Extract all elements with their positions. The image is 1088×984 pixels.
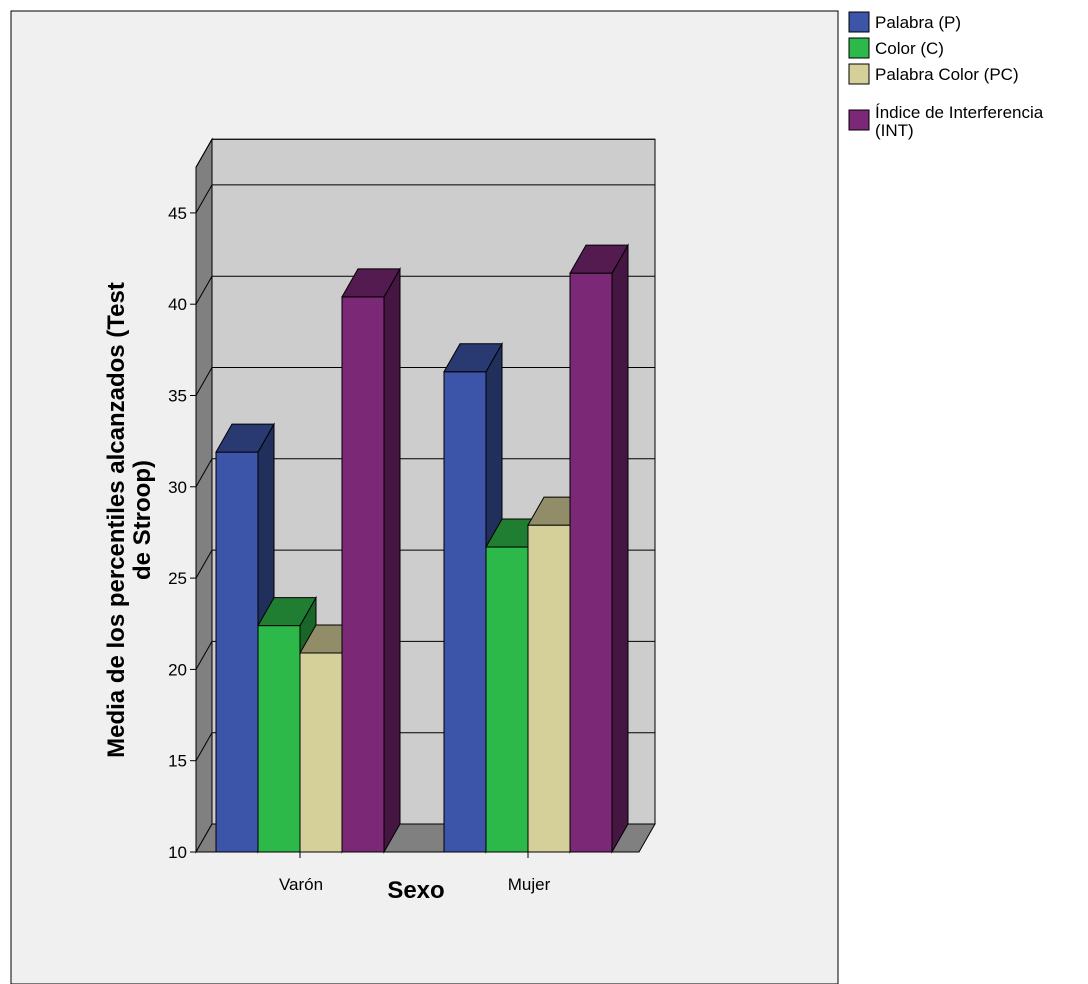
bar xyxy=(341,267,401,854)
legend-swatch xyxy=(848,11,870,33)
legend-item: Palabra (P) xyxy=(848,11,961,33)
legend-label: Palabra Color (PC) xyxy=(875,65,1019,84)
gridline xyxy=(195,184,655,214)
legend-swatch xyxy=(848,37,870,59)
bar xyxy=(569,243,629,854)
x-axis-title: Sexo xyxy=(387,877,444,904)
gridline xyxy=(195,458,655,488)
legend-label: Palabra (P) xyxy=(875,13,961,32)
gridline xyxy=(195,275,655,305)
x-tick-label: Mujer xyxy=(508,875,551,894)
legend-item: Palabra Color (PC) xyxy=(848,63,1019,85)
legend-label: Índice de Interferencia (INT) xyxy=(875,103,1044,140)
y-tick-label: 25 xyxy=(168,569,187,588)
y-tick-label: 45 xyxy=(168,204,187,223)
legend: Palabra (P) Color (C) Palabra Color (PC) Ín… xyxy=(848,11,1044,140)
legend-item: Color (C) xyxy=(848,37,944,59)
legend-label: Color (C) xyxy=(875,39,944,58)
axes: 10 15 20 25 30 35 40 45 Varón Mujer xyxy=(168,167,639,894)
y-tick-label: 40 xyxy=(168,295,187,314)
y-tick-label: 30 xyxy=(168,478,187,497)
gridline xyxy=(195,138,655,168)
y-tick-label: 10 xyxy=(168,843,187,862)
y-axis-title: Media de los percentiles alcanzados (Tes… xyxy=(103,282,156,758)
y-tick-label: 15 xyxy=(168,752,187,771)
legend-swatch xyxy=(848,109,870,131)
y-tick-label: 35 xyxy=(168,387,187,406)
legend-item: Índice de Interferencia (INT) xyxy=(848,103,1044,140)
y-tick-label: 20 xyxy=(168,660,187,679)
legend-swatch xyxy=(848,63,870,85)
side-wall xyxy=(195,137,213,854)
x-tick-label: Varón xyxy=(279,875,323,894)
gridline xyxy=(195,367,655,396)
bars xyxy=(215,243,629,854)
